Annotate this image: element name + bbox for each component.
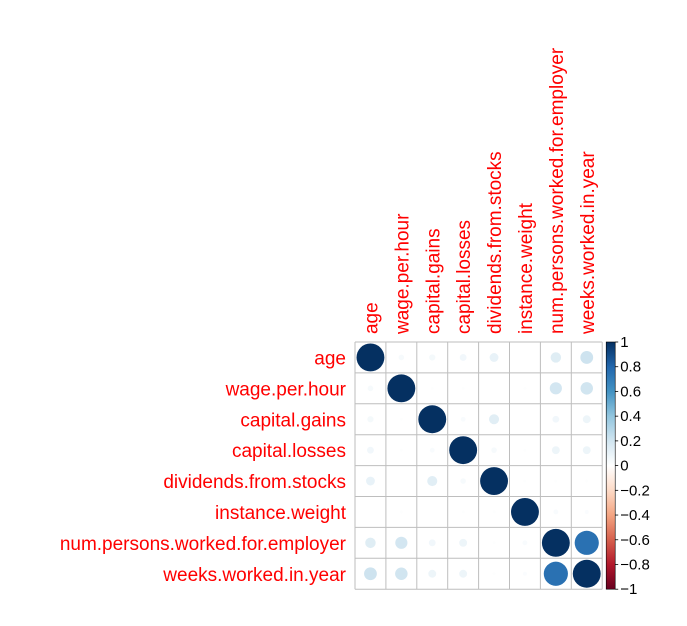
column-label: num.persons.worked.for.employer: [547, 47, 568, 334]
corr-cell-dividends.from.stocks-capital.gains: [427, 476, 438, 487]
row-label: dividends.from.stocks: [163, 472, 346, 493]
corr-cell-instance.weight-wage.per.hour: [399, 510, 403, 514]
corr-cell-dividends.from.stocks-capital.losses: [460, 478, 466, 484]
corr-cell-wage.per.hour-wage.per.hour: [387, 374, 416, 403]
corr-cell-wage.per.hour-capital.losses: [461, 386, 465, 390]
corr-cell-dividends.from.stocks-num.persons.worked.for.employer: [554, 479, 558, 483]
corr-cell-wage.per.hour-capital.gains: [430, 386, 434, 390]
corr-cell-instance.weight-weeks.worked.in.year: [584, 509, 589, 514]
corr-cell-capital.gains-capital.gains: [418, 405, 447, 434]
corr-cell-capital.losses-capital.losses: [449, 436, 478, 465]
row-labels: age wage.per.hour capital.gains capital.los…: [60, 348, 347, 585]
color-bar-tick-label: −0.6: [620, 532, 650, 549]
corr-cell-num.persons.worked.for.employer-instance.weight: [522, 540, 528, 546]
corr-cell-weeks.worked.in.year-wage.per.hour: [395, 567, 408, 580]
color-bar-tick-label: −0.4: [620, 507, 650, 524]
corr-cell-capital.losses-weeks.worked.in.year: [582, 446, 591, 455]
row-label: wage.per.hour: [225, 379, 347, 400]
corr-cell-num.persons.worked.for.employer-weeks.worked.in.year: [574, 530, 599, 555]
corr-cell-num.persons.worked.for.employer-age: [365, 537, 376, 549]
corr-cell-capital.gains-capital.losses: [460, 416, 466, 422]
corr-cell-capital.losses-dividends.from.stocks: [491, 447, 497, 453]
column-label: instance.weight: [516, 202, 537, 334]
corr-cell-age-wage.per.hour: [398, 354, 405, 361]
corr-cell-capital.gains-age: [367, 416, 374, 423]
corr-cell-num.persons.worked.for.employer-capital.losses: [459, 538, 468, 547]
color-bar-tick-label: 0.2: [620, 433, 641, 450]
color-legend: 1 0.8 0.6 0.4 0.2 0 −0.2 −0.4 −0.6 −0.8 −1: [605, 334, 650, 598]
corr-cell-age-dividends.from.stocks: [489, 353, 499, 362]
grid: [354, 341, 603, 590]
corr-cell-weeks.worked.in.year-capital.gains: [428, 569, 437, 578]
corr-cell-capital.losses-capital.gains: [429, 447, 435, 453]
corr-cell-age-weeks.worked.in.year: [580, 351, 594, 364]
corr-cell-num.persons.worked.for.employer-wage.per.hour: [395, 536, 408, 549]
corr-cell-wage.per.hour-num.persons.worked.for.employer: [549, 382, 562, 395]
color-bar-tick-label: 0.8: [620, 359, 641, 376]
row-label: weeks.worked.in.year: [162, 565, 346, 586]
column-label: dividends.from.stocks: [485, 151, 506, 334]
corr-cell-weeks.worked.in.year-capital.losses: [459, 569, 468, 578]
row-label: capital.losses: [232, 441, 346, 462]
color-bar-tick-label: −0.2: [620, 482, 650, 499]
corr-cell-capital.losses-instance.weight: [523, 448, 527, 452]
corr-cell-dividends.from.stocks-dividends.from.stocks: [480, 467, 508, 495]
color-bar-tick-label: 0.6: [620, 383, 641, 400]
correlation-circles: [356, 343, 601, 588]
color-bar-tick-label: −1: [620, 581, 637, 598]
column-label: weeks.worked.in.year: [578, 151, 599, 335]
row-label: capital.gains: [240, 410, 346, 431]
column-labels: age wage.per.hour capital.gains capital.los…: [361, 47, 598, 335]
corr-cell-age-num.persons.worked.for.employer: [550, 352, 562, 363]
corr-cell-instance.weight-dividends.from.stocks: [492, 510, 496, 514]
corr-cell-wage.per.hour-weeks.worked.in.year: [580, 382, 593, 395]
color-bar-tick-label: 1: [620, 334, 628, 351]
corr-cell-dividends.from.stocks-weeks.worked.in.year: [585, 479, 589, 483]
corr-cell-capital.losses-wage.per.hour: [399, 448, 403, 452]
column-label: capital.gains: [423, 228, 444, 334]
corr-cell-num.persons.worked.for.employer-capital.gains: [428, 539, 436, 547]
column-label: capital.losses: [454, 220, 475, 334]
corr-cell-num.persons.worked.for.employer-dividends.from.stocks: [492, 541, 496, 545]
row-label: num.persons.worked.for.employer: [60, 534, 347, 555]
corr-cell-age-capital.gains: [429, 354, 436, 361]
corr-cell-weeks.worked.in.year-age: [364, 567, 377, 581]
corr-cell-capital.gains-wage.per.hour: [399, 417, 403, 421]
color-bar-tick-label: 0.4: [620, 408, 641, 425]
corr-cell-weeks.worked.in.year-dividends.from.stocks: [492, 572, 496, 576]
row-label: instance.weight: [215, 503, 347, 524]
corr-cell-capital.losses-age: [367, 446, 374, 454]
corr-cell-capital.gains-num.persons.worked.for.employer: [552, 415, 560, 423]
corr-cell-wage.per.hour-instance.weight: [523, 386, 527, 390]
corr-cell-wage.per.hour-age: [367, 385, 374, 392]
color-bar-tick-label: 0: [620, 458, 628, 475]
corr-cell-weeks.worked.in.year-num.persons.worked.for.employer: [543, 561, 568, 586]
column-label: wage.per.hour: [392, 213, 413, 335]
corr-cell-age-capital.losses: [459, 354, 467, 361]
corr-cell-instance.weight-instance.weight: [511, 498, 539, 526]
corr-cell-num.persons.worked.for.employer-num.persons.worked.for.employer: [541, 528, 570, 557]
row-label: age: [314, 348, 346, 369]
corr-cell-instance.weight-num.persons.worked.for.employer: [553, 509, 559, 515]
column-label: age: [361, 302, 382, 334]
corr-cell-dividends.from.stocks-instance.weight: [523, 479, 527, 483]
corr-cell-capital.gains-dividends.from.stocks: [489, 414, 500, 425]
color-bar-tick-label: −0.8: [620, 556, 650, 573]
corr-cell-weeks.worked.in.year-weeks.worked.in.year: [572, 559, 601, 588]
corr-cell-capital.losses-num.persons.worked.for.employer: [551, 446, 560, 455]
corr-cell-capital.gains-weeks.worked.in.year: [582, 415, 591, 424]
color-bar: [605, 341, 616, 590]
corr-cell-instance.weight-capital.losses: [461, 510, 465, 514]
corr-cell-dividends.from.stocks-age: [366, 476, 375, 486]
corr-cell-age-age: [356, 343, 385, 372]
corr-cell-weeks.worked.in.year-instance.weight: [522, 571, 527, 576]
